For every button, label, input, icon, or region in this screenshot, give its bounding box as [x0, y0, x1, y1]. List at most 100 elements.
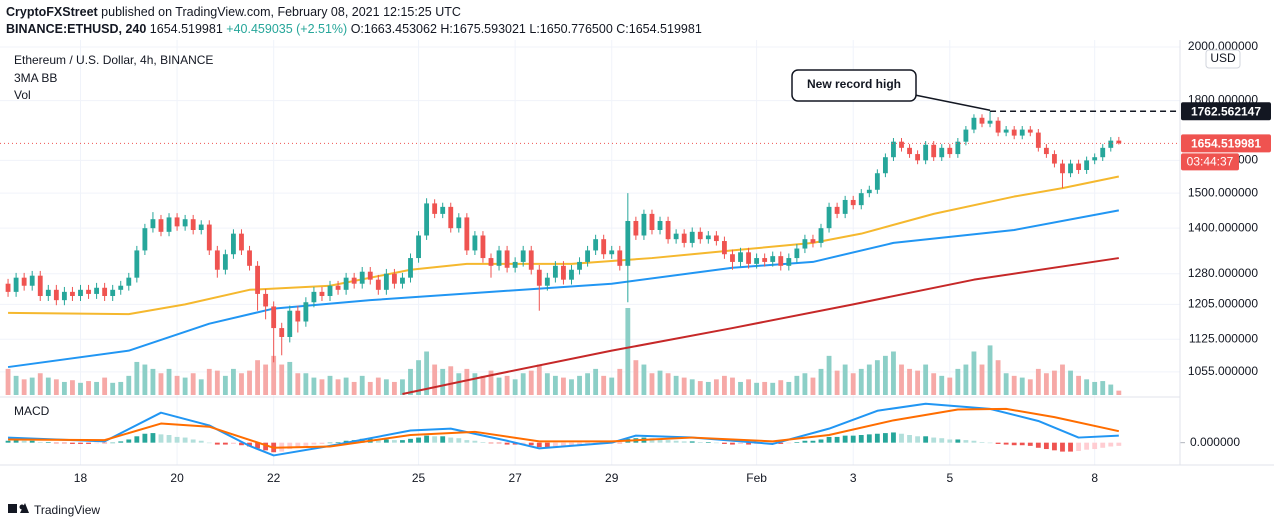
volume-bar	[633, 360, 639, 395]
volume-bar	[858, 368, 864, 395]
volume-bar	[375, 377, 381, 395]
candle-layer	[5, 111, 1122, 363]
macd-hist-bar	[536, 442, 542, 448]
candle-body	[818, 228, 824, 243]
candle-body	[37, 275, 43, 296]
macd-hist-bar	[198, 440, 204, 443]
volume-bar	[528, 370, 534, 395]
candle-body	[552, 265, 558, 278]
candle-body	[126, 277, 132, 286]
volume-bar	[1084, 379, 1090, 395]
x-tick-label: 18	[74, 471, 88, 485]
volume-bar	[874, 360, 880, 395]
volume-bar	[778, 380, 784, 395]
candle-body	[907, 147, 912, 155]
macd-hist-bar	[464, 440, 470, 443]
candle-body	[520, 250, 526, 262]
macd-hist-bar	[858, 435, 864, 443]
macd-hist-bar	[488, 442, 494, 444]
volume-bar	[21, 379, 27, 395]
candle-body	[834, 206, 840, 214]
volume-bar	[448, 366, 454, 395]
candle-body	[657, 220, 663, 230]
macd-hist-bar	[424, 435, 430, 443]
candle-body	[263, 293, 269, 307]
macd-hist-bar	[21, 440, 27, 443]
volume-bar	[158, 373, 164, 395]
volume-bar	[432, 364, 438, 395]
currency: USD	[1210, 51, 1236, 65]
macd-hist-bar	[665, 440, 671, 443]
price-label-box	[1181, 102, 1271, 121]
ohlc-open: O:1663.453062	[351, 22, 437, 36]
callout-text: New record high	[807, 77, 901, 91]
volume-bar	[408, 368, 413, 395]
macd-hist-bar	[577, 442, 582, 445]
currency-box[interactable]	[1205, 49, 1241, 69]
candle-body	[94, 287, 100, 294]
candle-body	[190, 219, 196, 230]
legend-macd: MACD	[14, 404, 50, 418]
macd-hist-bar	[818, 439, 824, 443]
candle-body	[722, 241, 727, 255]
volume-bar	[561, 377, 566, 395]
volume-bar	[110, 382, 116, 395]
volume-bar	[319, 379, 325, 395]
macd-hist-bar	[29, 440, 35, 443]
macd-hist-bar	[400, 440, 405, 443]
candle-body	[118, 285, 124, 290]
candle-body	[70, 291, 75, 296]
macd-hist-bar	[569, 442, 574, 446]
candle-body	[705, 235, 711, 240]
moving-average	[402, 257, 1119, 395]
macd-hist-bar	[1019, 442, 1025, 446]
macd-hist-bar	[391, 440, 397, 443]
volume-bar	[335, 379, 341, 395]
macd-hist-bar	[78, 442, 83, 444]
candle-body	[931, 144, 937, 158]
candle-body	[319, 291, 325, 296]
volume-bar	[37, 373, 43, 395]
candle-body	[995, 120, 1001, 133]
macd-hist-bar	[70, 442, 75, 444]
volume-bar	[1027, 379, 1033, 395]
macd-hist-bar	[1092, 442, 1098, 450]
x-tick-label: 5	[946, 471, 953, 485]
candle-body	[601, 239, 607, 255]
candle-body	[673, 233, 679, 240]
macd-hist-bar	[689, 441, 695, 443]
x-tick-label: 20	[170, 471, 184, 485]
candle-body	[327, 285, 333, 296]
volume-bar	[295, 373, 301, 395]
candle-body	[424, 203, 430, 236]
macd-hist-bar	[705, 442, 711, 443]
volume-bar	[472, 373, 478, 395]
macd-hist-bar	[923, 436, 929, 443]
candle-body	[1068, 163, 1073, 174]
volume-bar	[705, 381, 711, 395]
volume-bar	[544, 373, 550, 395]
macd-hist-bar	[971, 440, 977, 443]
volume-bar	[247, 370, 252, 395]
volume-bar	[174, 375, 180, 395]
legend-vol: Vol	[14, 88, 31, 102]
candle-body	[311, 291, 317, 303]
volume-bar	[222, 375, 228, 395]
macd-hist-bar	[939, 438, 945, 443]
macd-hist-bar	[722, 442, 727, 444]
candle-body	[577, 261, 582, 270]
macd-hist-bar	[440, 436, 446, 443]
volume-bar	[802, 373, 808, 395]
volume-bar	[882, 355, 888, 395]
volume-bar	[947, 377, 953, 395]
macd-hist-bar	[520, 442, 526, 444]
candle-body	[1052, 154, 1057, 164]
candle-body	[963, 129, 969, 142]
candle-body	[915, 154, 921, 161]
candle-body	[955, 141, 961, 155]
symbol: BINANCE:ETHUSD, 240	[6, 22, 146, 36]
candle-body	[174, 217, 180, 227]
price-label: 1654.519981	[1191, 137, 1261, 151]
volume-bar	[915, 370, 921, 395]
macd-hist-bar	[86, 442, 91, 444]
